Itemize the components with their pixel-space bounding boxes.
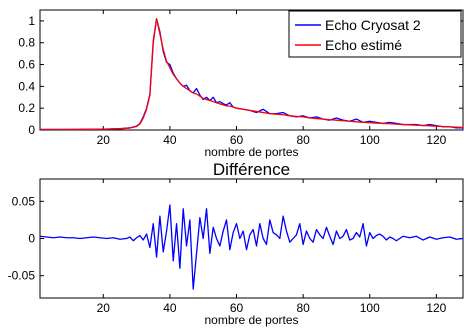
x-tick-label: 40 xyxy=(163,301,177,315)
x-tick-label: 60 xyxy=(230,133,244,147)
y-tick-label: 0.4 xyxy=(18,79,35,93)
chart-title: Différence xyxy=(213,160,290,179)
legend-label-0: Echo Cryosat 2 xyxy=(325,17,421,33)
x-tick-label: 100 xyxy=(360,133,380,147)
x-tick-label: 20 xyxy=(97,301,111,315)
y-tick-label: 0.6 xyxy=(18,58,35,72)
y-tick-label: 0.8 xyxy=(18,36,35,50)
x-tick-label: 40 xyxy=(163,133,177,147)
y-tick-label: 0.05 xyxy=(12,194,36,208)
x-tick-label: 120 xyxy=(426,133,446,147)
series-line-0 xyxy=(40,204,463,290)
x-tick-label: 80 xyxy=(296,301,310,315)
y-tick-label: 0 xyxy=(28,232,35,246)
legend-label-1: Echo estimé xyxy=(325,37,402,53)
legend-box xyxy=(288,10,462,58)
x-tick-label: 100 xyxy=(360,301,380,315)
x-tick-label: 120 xyxy=(426,301,446,315)
series-line-1 xyxy=(40,18,463,130)
bottom-chart: 20 40 60 80 100 120 -0.05 0 0.05 nombre de portes… xyxy=(8,160,464,327)
x-tick-label: 20 xyxy=(97,133,111,147)
x-tick-label: 80 xyxy=(296,133,310,147)
y-tick-label: 0 xyxy=(28,123,35,137)
x-axis-label: nombre de portes xyxy=(204,313,298,327)
top-chart: 20 40 60 80 100 120 0 0.2 0.4 0.6 0.8 1 nombre de po… xyxy=(18,9,464,159)
y-tick-label: 1 xyxy=(28,14,35,28)
x-axis-label: nombre de portes xyxy=(204,145,298,159)
x-tick-label: 60 xyxy=(230,301,244,315)
legend: Echo Cryosat 2 Echo estimé xyxy=(288,10,462,58)
y-tick-label: -0.05 xyxy=(8,269,36,283)
y-tick-label: 0.2 xyxy=(18,101,35,115)
